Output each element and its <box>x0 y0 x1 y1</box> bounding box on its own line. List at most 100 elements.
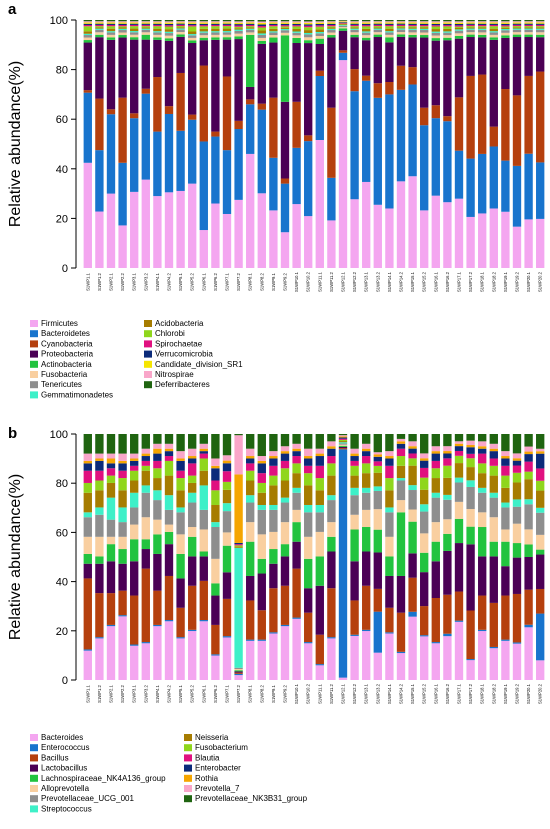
panel-a-bar-segment <box>141 93 150 180</box>
panel-a-bar-segment <box>130 39 139 114</box>
panel-b-bar-segment <box>153 626 162 680</box>
panel-a-bar-segment <box>83 33 92 36</box>
panel-a-bar-segment <box>269 97 278 158</box>
panel-a-bar-segment <box>304 24 313 26</box>
panel-a-bar-segment <box>478 26 487 28</box>
panel-b-bar-segment <box>420 504 429 512</box>
panel-a-bar-segment <box>512 37 522 96</box>
panel-b-bar-segment <box>83 536 92 554</box>
panel-b-bar-segment <box>292 487 301 493</box>
panel-b-bar-segment <box>211 480 220 491</box>
panel-a-bar-segment <box>362 25 371 27</box>
panel-b-bar-segment <box>373 472 382 487</box>
panel-a-bar-segment <box>396 21 406 23</box>
panel-a-bar-segment <box>257 34 266 38</box>
panel-a-legend-swatch <box>144 371 152 378</box>
panel-b-bar-segment <box>188 629 197 632</box>
panel-b-bar-segment <box>315 556 324 586</box>
panel-b-bar-segment <box>211 458 220 466</box>
panel-a-bar-segment <box>304 43 313 136</box>
panel-a-bar-segment <box>512 20 522 22</box>
panel-b-bar-segment <box>246 541 255 576</box>
panel-b-bar-segment <box>362 551 371 586</box>
panel-b-bar-segment <box>478 512 487 528</box>
panel-a-bar-segment <box>211 31 220 33</box>
panel-a-bar-segment <box>373 21 382 23</box>
panel-b-bar-segment <box>118 478 127 491</box>
panel-b-bar-segment <box>280 460 290 469</box>
panel-a-bar-segment <box>420 21 429 23</box>
panel-a-category-label: S1WP16.2 <box>445 271 450 292</box>
panel-a-bar-segment <box>524 32 533 35</box>
panel-b-legend-swatch <box>184 795 192 803</box>
panel-b-bar-segment <box>536 434 545 449</box>
panel-a-bar-segment <box>385 24 394 27</box>
panel-b-category-label: S1WP12.1 <box>341 683 346 704</box>
panel-a-bar-segment <box>83 90 92 93</box>
panel-b-bar-segment <box>396 434 406 439</box>
panel-b-legend-label: Bacteroides <box>41 733 83 742</box>
panel-b-bar-segment <box>141 517 150 540</box>
panel-a-bar-segment <box>141 179 150 268</box>
panel-b-bar-segment <box>199 458 208 471</box>
panel-a-legend-swatch <box>144 330 152 338</box>
panel-a-bar-segment <box>466 75 475 159</box>
panel-a-bar-segment <box>292 204 301 268</box>
panel-a-bar-segment <box>141 21 150 23</box>
panel-a-bar-segment <box>199 25 208 27</box>
panel-b-bar-segment <box>338 434 348 436</box>
panel-b-bar-segment <box>199 443 208 449</box>
panel-b-legend-label: Prevotella_7 <box>195 784 240 793</box>
panel-b-bar-segment <box>327 551 336 589</box>
panel-a-bar-segment <box>466 158 475 217</box>
panel-b-bar-segment <box>211 655 220 680</box>
panel-a-bar-segment <box>269 25 278 27</box>
panel-a-bar-segment <box>373 29 382 33</box>
panel-a-bar-segment <box>106 32 116 35</box>
panel-b-bar-segment <box>257 534 266 559</box>
panel-b-bar-segment <box>164 524 174 532</box>
panel-a-bar-segment <box>83 20 92 22</box>
panel-b-bar-segment <box>257 460 266 464</box>
panel-b-bar-segment <box>489 517 498 542</box>
panel-a-bar-segment <box>536 21 545 23</box>
panel-a-bar-segment <box>130 34 139 38</box>
panel-b-bar-segment <box>536 588 545 614</box>
panel-b-bar-segment <box>246 434 255 449</box>
panel-b-bar-segment <box>246 522 255 542</box>
panel-a-bar-segment <box>350 29 359 33</box>
panel-b-legend-label: Lachnospiraceae_NK4A136_group <box>41 774 166 783</box>
panel-a-bar-segment <box>292 147 301 205</box>
panel-b-bar-segment <box>304 504 313 513</box>
panel-b-bar-segment <box>385 490 394 508</box>
panel-b-bar-segment <box>304 558 313 589</box>
panel-a-bar-segment <box>83 22 92 24</box>
panel-b-bar-segment <box>362 443 371 449</box>
panel-a-bar-segment <box>95 24 104 27</box>
panel-a-bar-segment <box>315 26 324 30</box>
panel-a-bar-segment <box>536 34 545 38</box>
panel-a-category-label: S1WP14.1 <box>387 271 392 292</box>
panel-b-bar-segment <box>350 465 359 476</box>
panel-b-bar-segment <box>164 448 174 452</box>
panel-a-bar-segment <box>269 28 278 32</box>
panel-a-category-label: S1WP8.1 <box>248 272 253 290</box>
panel-b-bar-segment <box>478 453 487 464</box>
panel-a-bar-segment <box>489 208 498 268</box>
panel-b-bar-segment <box>489 541 498 557</box>
panel-a-bar-segment <box>454 22 464 24</box>
panel-a-bar-segment <box>454 150 464 199</box>
panel-b-bar-segment <box>338 446 348 449</box>
panel-b-category-label: S1WP9.2 <box>283 684 288 702</box>
panel-a-bar-segment <box>524 29 533 33</box>
panel-a-bar-segment <box>83 21 92 23</box>
panel-a-bar-segment <box>501 26 510 28</box>
panel-a-bar-segment <box>188 31 197 35</box>
panel-a-bar-segment <box>222 26 232 29</box>
panel-a-bar-segment <box>83 25 92 27</box>
panel-a-bar-segment <box>431 21 440 23</box>
panel-b-bar-segment <box>130 645 139 680</box>
panel-a-legend-swatch <box>30 320 38 327</box>
panel-b-bar-segment <box>269 458 278 466</box>
panel-a-bar-segment <box>396 23 406 25</box>
